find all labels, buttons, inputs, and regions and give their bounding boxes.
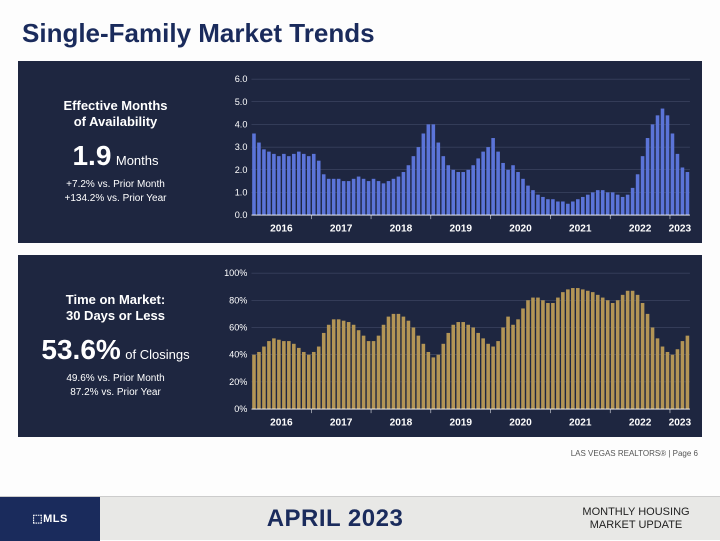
svg-text:1.0: 1.0: [235, 187, 248, 197]
panel-time-on-market: Time on Market: 30 Days or Less 53.6% of…: [18, 255, 702, 437]
svg-text:4.0: 4.0: [235, 119, 248, 129]
footer-right: MONTHLY HOUSING MARKET UPDATE: [570, 506, 720, 531]
metric-title-1-l1: Effective Months: [63, 98, 167, 113]
metric-sub-1-l1: +7.2% vs. Prior Month: [66, 179, 165, 190]
metric-sub-1: +7.2% vs. Prior Month +134.2% vs. Prior …: [24, 178, 207, 206]
metric-title-2: Time on Market: 30 Days or Less: [24, 292, 207, 325]
svg-text:2017: 2017: [330, 417, 353, 428]
svg-text:40%: 40%: [229, 350, 247, 360]
metric-title-1: Effective Months of Availability: [24, 98, 207, 131]
metric-unit-2: of Closings: [125, 347, 189, 362]
svg-text:2016: 2016: [270, 417, 293, 428]
metric-value-row-1: 1.9 Months: [24, 140, 207, 172]
chart-area-1: 0.0 1.0 2.0 3.0 4.0 5.0 6.0 2016 2017 2018 2019 202…: [213, 61, 702, 243]
chart-svg-1: 0.0 1.0 2.0 3.0 4.0 5.0 6.0 2016 2017 2018 2019 202…: [219, 73, 696, 241]
footer-right-l1: MONTHLY HOUSING: [582, 506, 689, 518]
metric-value-row-2: 53.6% of Closings: [24, 334, 207, 366]
metric-sub-1-l2: +134.2% vs. Prior Year: [64, 193, 166, 204]
metric-unit-1: Months: [116, 153, 159, 168]
svg-text:2022: 2022: [629, 223, 652, 234]
svg-text:2020: 2020: [509, 417, 532, 428]
footer-right-l2: MARKET UPDATE: [590, 519, 683, 531]
svg-text:20%: 20%: [229, 377, 247, 387]
svg-text:5.0: 5.0: [235, 97, 248, 107]
svg-text:2023: 2023: [669, 417, 692, 428]
svg-text:2.0: 2.0: [235, 165, 248, 175]
svg-text:2019: 2019: [449, 223, 472, 234]
panel-left-1: Effective Months of Availability 1.9 Mon…: [18, 61, 213, 243]
metric-title-2-l2: 30 Days or Less: [66, 308, 165, 323]
svg-text:100%: 100%: [224, 268, 247, 278]
chart-area-2: 0% 20% 40% 60% 80% 100% 2016 2017 2018 2019 2020 20…: [213, 255, 702, 437]
svg-text:0.0: 0.0: [235, 210, 248, 220]
metric-title-1-l2: of Availability: [74, 114, 158, 129]
svg-text:2021: 2021: [569, 417, 592, 428]
metric-sub-2-l1: 49.6% vs. Prior Month: [66, 373, 164, 384]
chart-svg-2: 0% 20% 40% 60% 80% 100% 2016 2017 2018 2019 2020 20…: [219, 267, 696, 435]
svg-text:2021: 2021: [569, 223, 592, 234]
page-title: Single-Family Market Trends: [0, 0, 720, 61]
metric-value-2: 53.6%: [41, 334, 120, 365]
metric-sub-2: 49.6% vs. Prior Month 87.2% vs. Prior Ye…: [24, 372, 207, 400]
attribution: LAS VEGAS REALTORS® | Page 6: [0, 449, 698, 458]
panel-left-2: Time on Market: 30 Days or Less 53.6% of…: [18, 255, 213, 437]
svg-text:2018: 2018: [390, 417, 413, 428]
footer: ⬚MLS APRIL 2023 MONTHLY HOUSING MARKET U…: [0, 496, 720, 540]
footer-logo: ⬚MLS: [0, 497, 100, 541]
metric-sub-2-l2: 87.2% vs. Prior Year: [70, 387, 161, 398]
svg-text:2020: 2020: [509, 223, 532, 234]
svg-text:2022: 2022: [629, 417, 652, 428]
metric-title-2-l1: Time on Market:: [66, 292, 165, 307]
footer-center: APRIL 2023: [100, 505, 570, 533]
footer-logo-text: ⬚MLS: [32, 512, 68, 525]
svg-text:2018: 2018: [390, 223, 413, 234]
svg-text:80%: 80%: [229, 295, 247, 305]
svg-text:6.0: 6.0: [235, 74, 248, 84]
svg-text:60%: 60%: [229, 323, 247, 333]
metric-value-1: 1.9: [72, 140, 111, 171]
svg-text:2019: 2019: [449, 417, 472, 428]
svg-text:3.0: 3.0: [235, 142, 248, 152]
svg-text:2017: 2017: [330, 223, 353, 234]
svg-text:0%: 0%: [234, 404, 247, 414]
svg-text:2016: 2016: [270, 223, 293, 234]
svg-text:2023: 2023: [669, 223, 692, 234]
panel-availability: Effective Months of Availability 1.9 Mon…: [18, 61, 702, 243]
